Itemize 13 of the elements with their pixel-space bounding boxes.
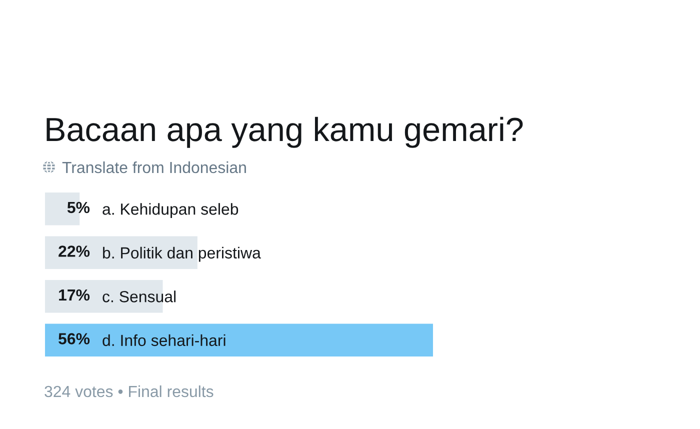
text: 324 votes • Final results [44, 385, 214, 398]
y-tick-label: c. Sensual [102, 290, 176, 302]
chart-title: Bacaan apa yang kamu gemari? [46, 116, 523, 148]
y-tick-label: a. Kehidupan seleb [102, 203, 238, 218]
data-label: 56% [58, 333, 90, 344]
bar [45, 324, 433, 357]
data-label: 17% [59, 289, 90, 301]
bar [45, 236, 198, 270]
data-label: 22% [58, 246, 90, 257]
chart-subtitle: Translate from Indonesian [62, 161, 246, 174]
y-tick-label: b. Politik dan peristiwa [103, 246, 261, 262]
data-label: 5% [67, 202, 90, 214]
y-tick-label: d. Info sehari-hari [102, 334, 226, 346]
